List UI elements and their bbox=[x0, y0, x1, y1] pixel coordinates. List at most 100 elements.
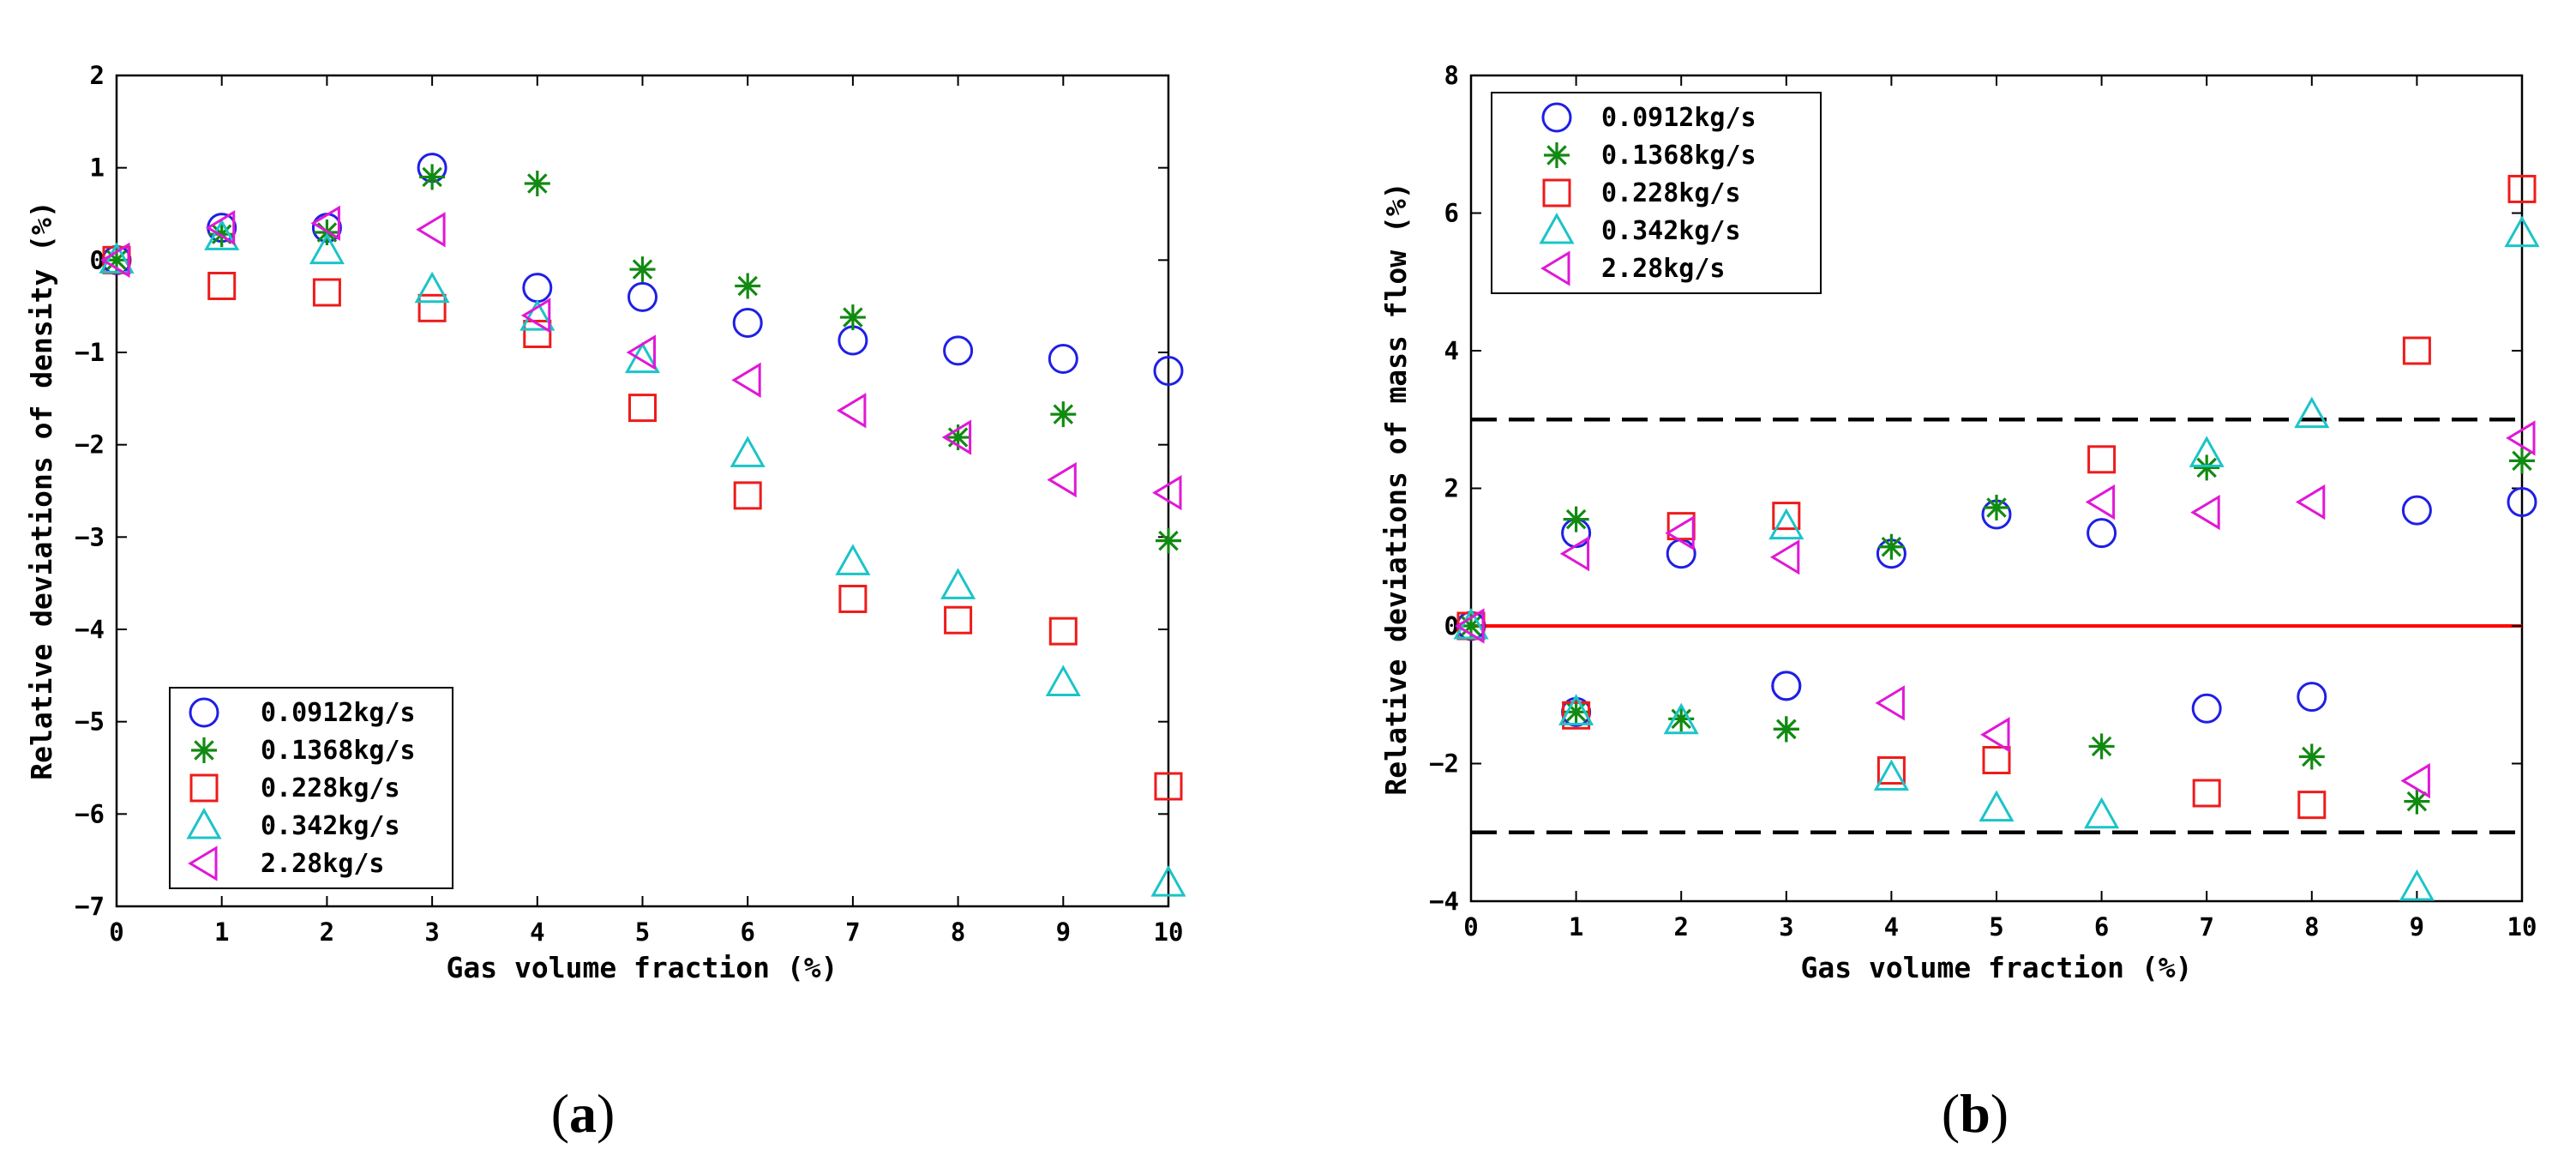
legend-label: 0.228kg/s bbox=[1601, 178, 1741, 208]
data-point bbox=[1047, 461, 1077, 498]
data-point bbox=[2194, 454, 2220, 481]
x-tick-label: 9 bbox=[1056, 917, 1071, 947]
x-axis-label-b: Gas volume fraction (%) bbox=[1801, 951, 2193, 984]
data-point bbox=[414, 271, 450, 304]
data-point bbox=[310, 205, 340, 241]
data-point bbox=[1772, 502, 1801, 531]
data-point bbox=[735, 273, 761, 299]
legend-marker bbox=[191, 737, 217, 763]
data-point bbox=[1563, 506, 1589, 532]
panel-b-close-paren: ) bbox=[1991, 1083, 2009, 1144]
panel-b-letter: b bbox=[1960, 1083, 1991, 1144]
data-point bbox=[1153, 356, 1184, 387]
data-point bbox=[1665, 515, 1695, 551]
data-point bbox=[2504, 215, 2540, 248]
y-tick-label: 6 bbox=[1444, 199, 1459, 228]
data-point bbox=[1875, 685, 1905, 721]
y-axis-label-a: Relative deviations of density (%) bbox=[25, 201, 58, 780]
data-point bbox=[1048, 617, 1078, 646]
legend-marker bbox=[186, 807, 222, 839]
data-point bbox=[2399, 869, 2435, 901]
data-point bbox=[1773, 716, 1799, 743]
legend-entries-a: 0.0912kg/s 0.1368kg/s 0.228kg/s 0.342kg/s 2.… bbox=[186, 697, 416, 881]
legend-marker bbox=[189, 697, 219, 728]
legend-marker bbox=[1539, 212, 1575, 244]
data-point bbox=[2401, 495, 2432, 526]
data-point bbox=[835, 544, 871, 575]
data-point bbox=[205, 210, 236, 246]
data-point bbox=[1562, 701, 1591, 730]
data-point bbox=[628, 394, 657, 423]
data-point bbox=[312, 278, 341, 307]
y-tick-label: −4 bbox=[75, 615, 105, 644]
data-point bbox=[2298, 743, 2325, 770]
y-tick-label: −2 bbox=[75, 430, 105, 460]
data-point bbox=[940, 568, 976, 599]
data-point bbox=[99, 242, 135, 274]
data-point bbox=[1150, 865, 1186, 897]
series-3 bbox=[1453, 215, 2540, 901]
data-point bbox=[1455, 608, 1485, 644]
data-point bbox=[1156, 527, 1181, 554]
data-point bbox=[2085, 484, 2116, 520]
data-point bbox=[2509, 448, 2535, 474]
data-point bbox=[944, 605, 973, 635]
series-1 bbox=[104, 164, 1181, 554]
x-tick-label: 3 bbox=[1779, 912, 1793, 941]
data-point bbox=[2402, 336, 2431, 365]
panel-label-b: (b) bbox=[1942, 1083, 2009, 1144]
legend-label: 0.342kg/s bbox=[1601, 216, 1741, 246]
data-point bbox=[2295, 484, 2326, 520]
y-tick-label: −5 bbox=[75, 707, 105, 737]
data-point bbox=[1154, 772, 1183, 801]
data-point bbox=[1769, 539, 1800, 575]
data-point bbox=[2400, 762, 2430, 799]
legend-marker bbox=[1540, 250, 1570, 286]
axes-ticks-b: 0 1 2 3 4 5 6 7 8 9 10 −4 −2 0 2 4 6 8 bbox=[1429, 61, 2537, 941]
data-point bbox=[1876, 756, 1906, 785]
x-tick-label: 7 bbox=[845, 917, 860, 947]
data-point bbox=[1979, 790, 2015, 822]
y-tick-label: 4 bbox=[1444, 336, 1459, 365]
data-point bbox=[1666, 538, 1696, 569]
data-point bbox=[1980, 717, 2010, 753]
x-tick-label: 1 bbox=[214, 917, 229, 947]
data-point bbox=[309, 232, 345, 265]
x-tick-label: 4 bbox=[1884, 912, 1899, 941]
x-tick-label: 2 bbox=[320, 917, 334, 947]
x-tick-label: 9 bbox=[2410, 912, 2424, 941]
data-marks-a bbox=[99, 153, 1186, 897]
x-tick-label: 0 bbox=[109, 917, 123, 947]
y-tick-label: −7 bbox=[75, 892, 105, 921]
data-point bbox=[839, 304, 866, 331]
data-point bbox=[100, 242, 130, 278]
y-tick-label: 0 bbox=[1444, 611, 1459, 641]
data-point bbox=[2087, 445, 2117, 474]
x-tick-label: 1 bbox=[1569, 912, 1583, 941]
data-point bbox=[2507, 174, 2537, 203]
data-point bbox=[1152, 475, 1182, 511]
x-tick-label: 4 bbox=[530, 917, 544, 947]
legend-label: 0.1368kg/s bbox=[1601, 141, 1756, 171]
data-point bbox=[2294, 396, 2330, 429]
data-point bbox=[836, 393, 867, 429]
data-point bbox=[2191, 693, 2222, 724]
x-tick-label: 8 bbox=[2304, 912, 2319, 941]
data-point bbox=[2297, 682, 2327, 713]
x-tick-label: 6 bbox=[2094, 912, 2109, 941]
chart-panel-a: 0 1 2 3 4 5 6 7 8 9 10 −7 −6 −5 −4 −3 −2 −1 0 1 2 Gas volume… bbox=[25, 61, 1186, 984]
data-point bbox=[2404, 788, 2430, 815]
data-point bbox=[1558, 694, 1594, 725]
panel-a-open-paren: ( bbox=[551, 1083, 569, 1144]
data-point bbox=[1771, 671, 1802, 701]
axes-ticks-a: 0 1 2 3 4 5 6 7 8 9 10 −7 −6 −5 −4 −3 −2 −1 0 1 2 bbox=[75, 61, 1183, 947]
data-point bbox=[524, 170, 550, 196]
legend-label: 0.0912kg/s bbox=[1601, 103, 1756, 133]
data-marks-b bbox=[1453, 174, 2540, 901]
data-point bbox=[519, 299, 555, 331]
data-point bbox=[624, 341, 661, 374]
data-point bbox=[2087, 518, 2117, 549]
data-point bbox=[204, 219, 240, 250]
legend-label: 0.228kg/s bbox=[261, 773, 400, 803]
series-4 bbox=[100, 205, 1182, 511]
